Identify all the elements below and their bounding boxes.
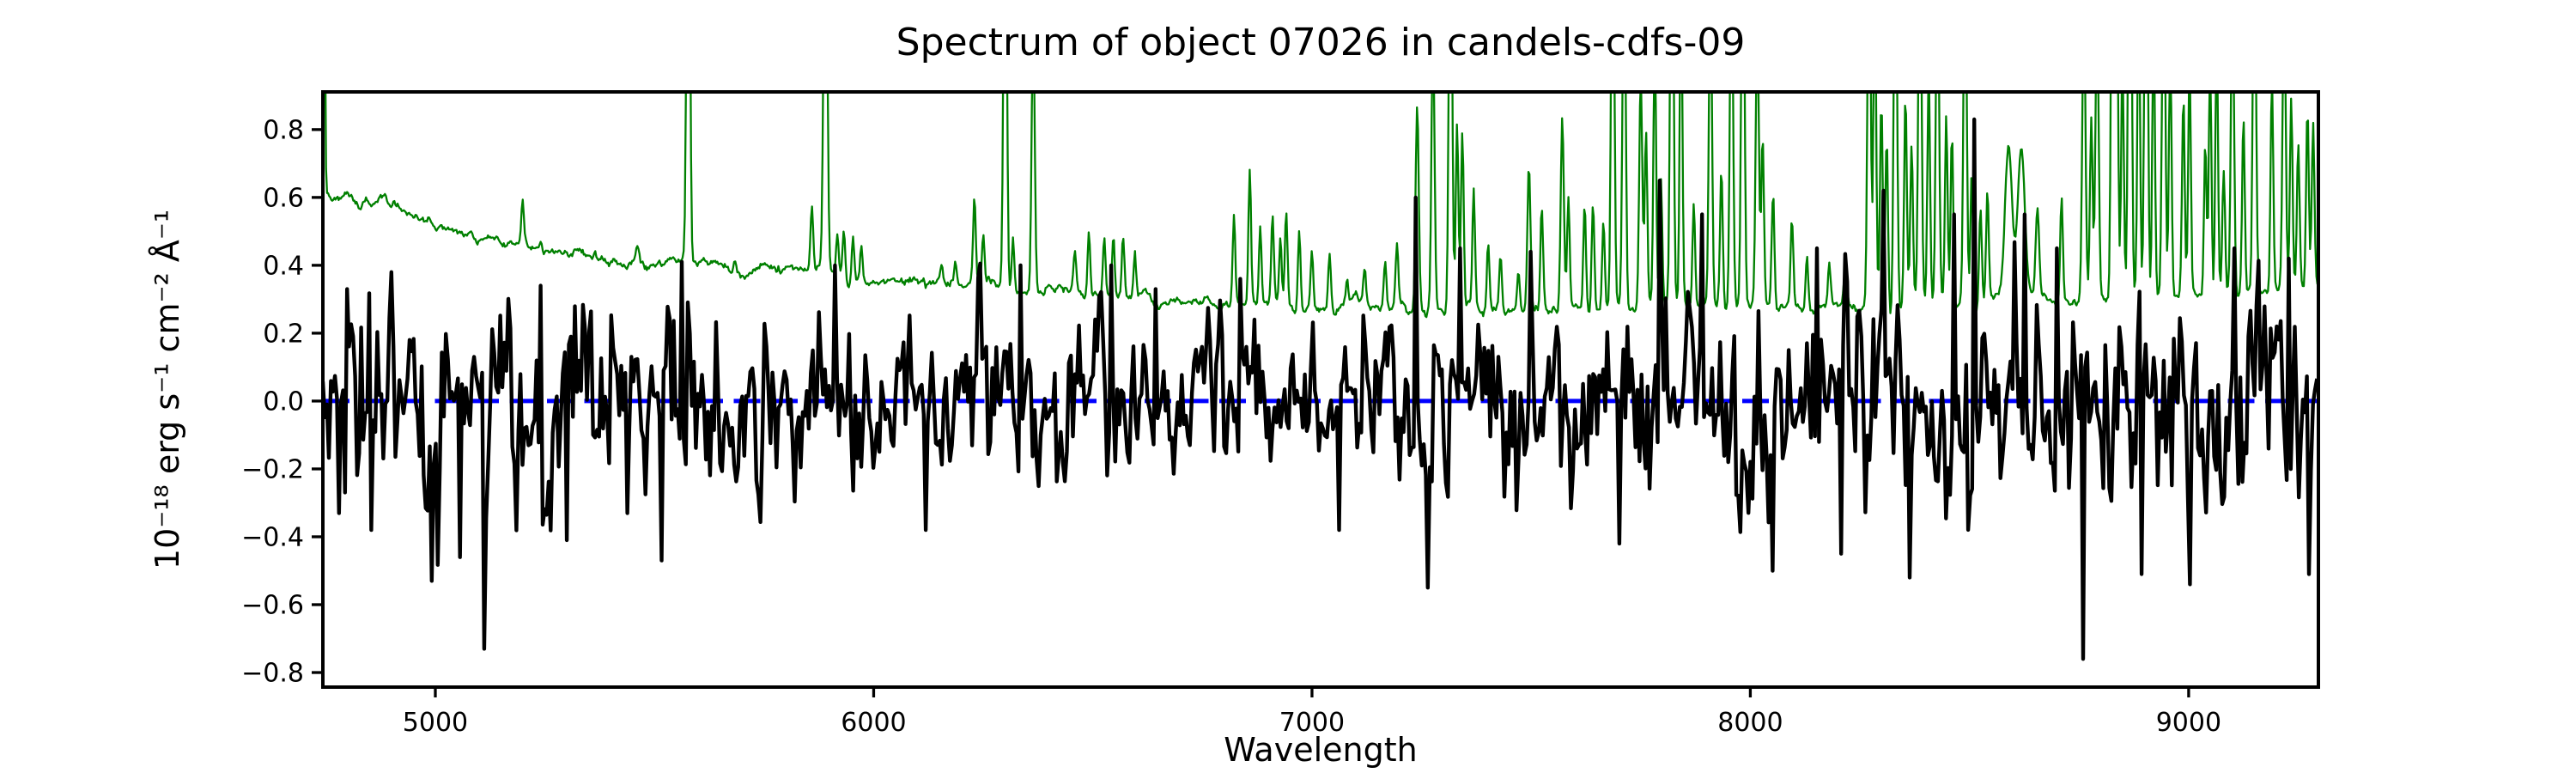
x-axis-label: Wavelength xyxy=(1224,731,1417,769)
flux-spectrum-line xyxy=(323,117,2318,661)
y-tick-label: −0.8 xyxy=(241,659,304,689)
x-axis-tick-labels: 5000 6000 7000 8000 9000 xyxy=(403,708,2221,738)
y-tick-label: 0.4 xyxy=(263,251,304,281)
plot-series xyxy=(323,92,2318,661)
x-tick-label: 8000 xyxy=(1717,708,1783,738)
y-tick-label: −0.6 xyxy=(241,590,304,620)
y-axis-ticks xyxy=(312,128,323,674)
y-tick-label: 0.0 xyxy=(263,386,304,417)
axes-frame xyxy=(321,90,2320,689)
y-tick-label: 0.6 xyxy=(263,183,304,213)
plot-title: Spectrum of object 07026 in candels-cdfs… xyxy=(896,21,1746,64)
y-axis-tick-labels: 0.8 0.6 0.4 0.2 0.0 −0.2 −0.4 −0.6 −0.8 xyxy=(241,115,304,688)
x-tick-label: 9000 xyxy=(2156,708,2221,738)
y-tick-label: −0.4 xyxy=(241,522,304,552)
y-tick-label: 0.2 xyxy=(263,319,304,349)
x-tick-label: 5000 xyxy=(403,708,468,738)
sky-spectrum-line xyxy=(324,92,2318,319)
x-tick-label: 7000 xyxy=(1279,708,1345,738)
y-tick-label: 0.8 xyxy=(263,115,304,145)
y-axis-label: 10⁻¹⁸ erg s⁻¹ cm⁻² Å⁻¹ xyxy=(149,210,186,569)
y-tick-label: −0.2 xyxy=(241,454,304,484)
x-axis-ticks xyxy=(434,687,2190,697)
x-tick-label: 6000 xyxy=(841,708,906,738)
